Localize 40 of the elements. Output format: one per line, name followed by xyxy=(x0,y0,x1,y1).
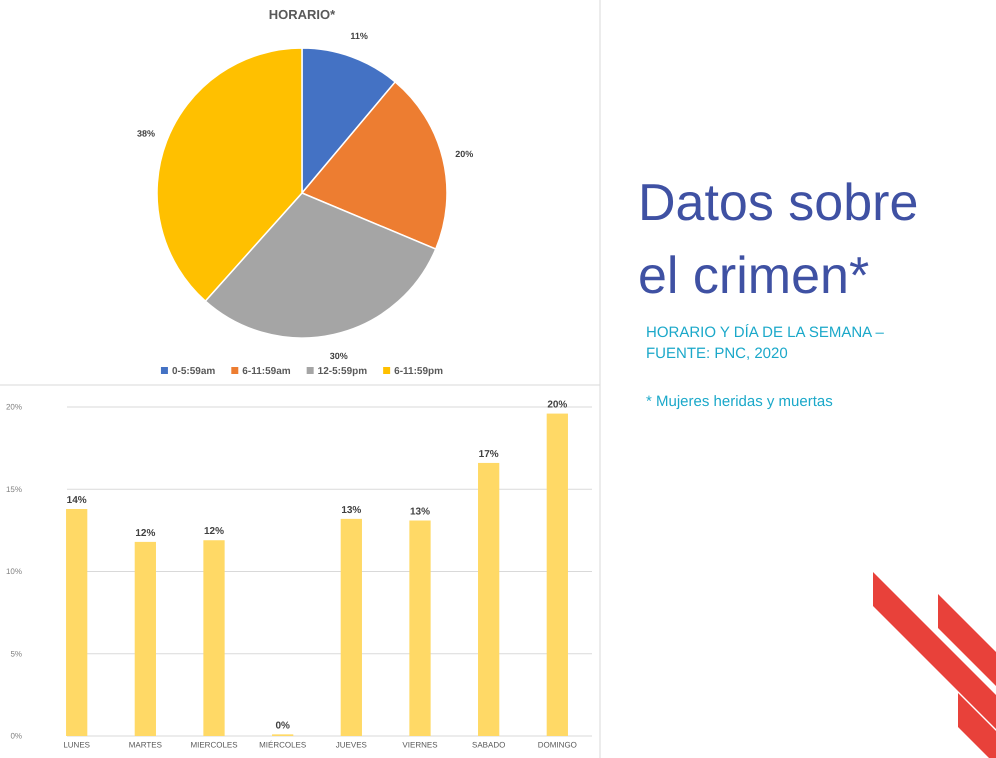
data-label: 0% xyxy=(275,720,290,732)
x-tick-label: MARTES xyxy=(128,740,162,750)
data-label: 14% xyxy=(66,494,87,506)
y-tick-label: 15% xyxy=(6,484,22,494)
text: HORARIO Y DÍA DE LA SEMANA – FUENTE: PNC, 2020 xyxy=(646,323,885,362)
bar xyxy=(66,508,88,736)
y-tick-label: 10% xyxy=(6,567,22,576)
x-tick-label: DOMINGO xyxy=(538,740,577,750)
data-label: 30% xyxy=(330,351,348,362)
data-label: 20% xyxy=(547,400,568,411)
x-tick-label: LUNES xyxy=(63,740,90,750)
legend-label: 6-11:59pm xyxy=(394,366,444,377)
bar xyxy=(134,542,156,736)
legend-label: 6-11:59am xyxy=(242,366,291,377)
chart-title: HORARIO* xyxy=(268,7,336,22)
bar xyxy=(409,520,431,736)
data-label: 20% xyxy=(455,148,474,159)
bar xyxy=(478,462,500,736)
data-label: 12% xyxy=(204,526,224,538)
text: Datos sobre el crimen* xyxy=(638,174,918,305)
x-tick-label: VIERNES xyxy=(402,740,438,750)
y-tick-label: 5% xyxy=(10,649,22,658)
text: * Mujeres heridas y muertas xyxy=(646,393,833,410)
legend-label: 12-5:59pm xyxy=(318,366,368,377)
y-tick-label: 0% xyxy=(10,732,22,741)
legend-label: 0-5:59am xyxy=(172,366,216,377)
x-tick-label: SABADO xyxy=(472,740,506,750)
y-tick-label: 20% xyxy=(6,402,22,412)
x-tick-label: MIERCOLES xyxy=(190,740,238,750)
bar xyxy=(546,414,568,736)
data-label: 17% xyxy=(478,448,499,460)
bar xyxy=(203,540,225,736)
data-label: 38% xyxy=(136,128,156,139)
x-tick-label: MIÉRCOLES xyxy=(259,740,306,750)
data-label: 12% xyxy=(135,528,156,539)
data-label: 13% xyxy=(341,504,362,516)
data-label: 13% xyxy=(410,506,430,518)
bar xyxy=(340,518,362,736)
x-tick-label: JUEVES xyxy=(336,740,367,750)
data-label: 11% xyxy=(350,31,368,42)
